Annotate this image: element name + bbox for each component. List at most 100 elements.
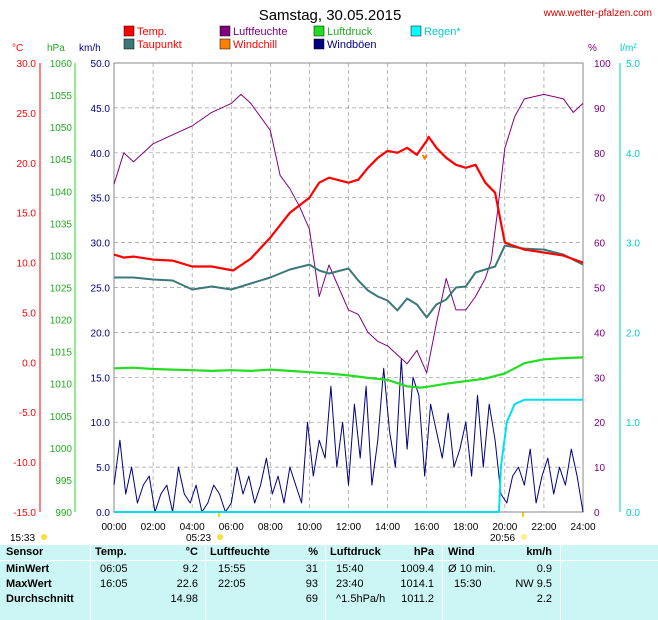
- legend-swatch: [313, 38, 325, 50]
- humidity-tick-label: 60: [594, 239, 606, 250]
- series-line-regen: [114, 398, 583, 513]
- stats-row-max: MaxWert 16:05 22.6 22:05 93 23:40 1014.1…: [0, 577, 658, 592]
- stats-row-average: Durchschnitt 14.98 69 ^1.5hPa/h 1011.2 2…: [0, 592, 658, 607]
- temp-avg-value: 14.98: [170, 593, 198, 605]
- wind-tick-label: 50.0: [91, 59, 111, 70]
- stats-row-min: MinWert 06:05 9.2 15:55 31 15:40 1009.4 …: [0, 562, 658, 577]
- pressure-unit-label: hPa: [47, 43, 65, 54]
- wind-tick-label: 10.0: [91, 418, 111, 429]
- sun-icon-left: [41, 534, 47, 540]
- stats-divider: [205, 545, 206, 620]
- pressure-tick-label: 1025: [50, 284, 73, 295]
- humidity-max-value: 93: [305, 578, 318, 590]
- legend-swatch: [219, 38, 231, 50]
- stats-table: Sensor Temp. °C Luftfeuchte % Luftdruck …: [0, 545, 658, 620]
- rain-tick-label: 2.0: [626, 328, 640, 339]
- stats-header-temp: Temp.: [95, 546, 127, 558]
- wind-tick-label: 45.0: [91, 104, 111, 115]
- temp-tick-label: 5.0: [22, 308, 36, 319]
- pressure-max-value: 1014.1: [400, 578, 434, 590]
- humidity-unit-label: %: [588, 43, 597, 54]
- weather-chart: Samstag, 30.05.2015 www.wetter-pfalzen.c…: [10, 7, 652, 544]
- wind-tick-label: 40.0: [91, 149, 111, 160]
- stats-header-pressure-unit: hPa: [413, 546, 434, 558]
- sunrise-label: 05:23: [186, 533, 211, 544]
- stats-divider: [0, 560, 658, 561]
- pressure-max-time: 23:40: [336, 578, 364, 590]
- stats-divider: [442, 545, 443, 620]
- stats-divider: [90, 545, 91, 620]
- temp-max-time: 16:05: [100, 578, 128, 590]
- wind-avg-day-value: 2.2: [536, 593, 552, 605]
- humidity-tick-label: 90: [594, 104, 606, 115]
- legend-label: Windchill: [233, 39, 277, 51]
- rain-tick-label: 0.0: [626, 508, 640, 519]
- pressure-tick-label: 1035: [50, 219, 73, 230]
- rain-unit-label: l/m²: [620, 43, 637, 54]
- pressure-min-time: 15:40: [336, 563, 364, 575]
- humidity-tick-label: 30: [594, 373, 606, 384]
- pressure-tick-label: 1005: [50, 412, 73, 423]
- stats-header-humidity-unit: %: [308, 546, 318, 558]
- humidity-tick-label: 70: [594, 194, 606, 205]
- stats-divider: [325, 545, 326, 620]
- x-tick-label: 24:00: [570, 522, 595, 533]
- series-line-luftdruck: [113, 356, 584, 389]
- humidity-min-time: 15:55: [218, 563, 246, 575]
- wind-max-time: 15:30: [454, 578, 482, 590]
- series-line-windchill: [421, 154, 428, 160]
- legend: Temp. Luftfeuchte Luftdruck Regen* Taupunkt W…: [123, 25, 461, 51]
- stats-row-label: MaxWert: [6, 578, 52, 590]
- pressure-tick-label: 1010: [50, 380, 73, 391]
- stats-header-pressure: Luftdruck: [330, 546, 381, 558]
- wind-tick-label: 20.0: [91, 328, 111, 339]
- x-tick-label: 10:00: [297, 522, 322, 533]
- x-tick-label: 18:00: [453, 522, 478, 533]
- sunset-icon: [521, 534, 527, 540]
- wind-tick-label: 30.0: [91, 239, 111, 250]
- x-tick-label: 14:00: [375, 522, 400, 533]
- wind-tick-label: 35.0: [91, 194, 111, 205]
- pressure-tick-label: 1060: [50, 59, 73, 70]
- temp-tick-label: 30.0: [17, 59, 37, 70]
- chart-title: Samstag, 30.05.2015: [259, 7, 402, 24]
- legend-swatch: [123, 25, 135, 37]
- sunrise-icon: [217, 534, 223, 540]
- wind-avg-label: Ø 10 min.: [448, 563, 496, 575]
- humidity-avg-value: 69: [305, 593, 318, 605]
- stats-row-label: Durchschnitt: [6, 593, 74, 605]
- series-line-windben: [113, 358, 584, 513]
- pressure-min-value: 1009.4: [400, 563, 434, 575]
- website-link[interactable]: www.wetter-pfalzen.com: [543, 8, 652, 19]
- stats-header-row: Sensor Temp. °C Luftfeuchte % Luftdruck …: [0, 545, 658, 560]
- wind-unit-label: km/h: [79, 43, 101, 54]
- axes: 30.0 25.0 20.0 15.0 10.0 5.0 0.0 -5.0 -10.0 -15.0…: [13, 59, 640, 533]
- wind-tick-label: 5.0: [96, 463, 110, 474]
- sun-info: 15:33 05:23 20:56: [10, 533, 527, 544]
- stats-header-wind: Wind: [448, 546, 475, 558]
- temp-min-value: 9.2: [182, 563, 198, 575]
- x-tick-label: 12:00: [336, 522, 361, 533]
- humidity-tick-label: 50: [594, 284, 606, 295]
- axis-units: °C hPa km/h % l/m²: [12, 43, 637, 54]
- temp-tick-label: -5.0: [19, 408, 37, 419]
- pressure-tick-label: 995: [55, 476, 72, 487]
- temp-max-value: 22.6: [176, 578, 198, 590]
- stats-header-temp-unit: °C: [185, 546, 198, 558]
- temp-tick-label: -10.0: [13, 458, 36, 469]
- temp-unit-label: °C: [12, 43, 23, 54]
- legend-label: Luftdruck: [327, 26, 373, 38]
- legend-swatch: [313, 25, 325, 37]
- pressure-tick-label: 1045: [50, 155, 73, 166]
- pressure-tick-label: 1055: [50, 91, 73, 102]
- wind-max-value: NW 9.5: [515, 578, 552, 590]
- wind-tick-label: 25.0: [91, 284, 111, 295]
- humidity-tick-label: 40: [594, 328, 606, 339]
- rain-tick-label: 4.0: [626, 149, 640, 160]
- pressure-tick-label: 1000: [50, 444, 73, 455]
- series-line-taupunkt: [114, 244, 584, 319]
- x-tick-label: 02:00: [141, 522, 166, 533]
- pressure-tick-label: 1040: [50, 187, 73, 198]
- left-time-label: 15:33: [10, 533, 35, 544]
- legend-label: Regen*: [424, 26, 461, 38]
